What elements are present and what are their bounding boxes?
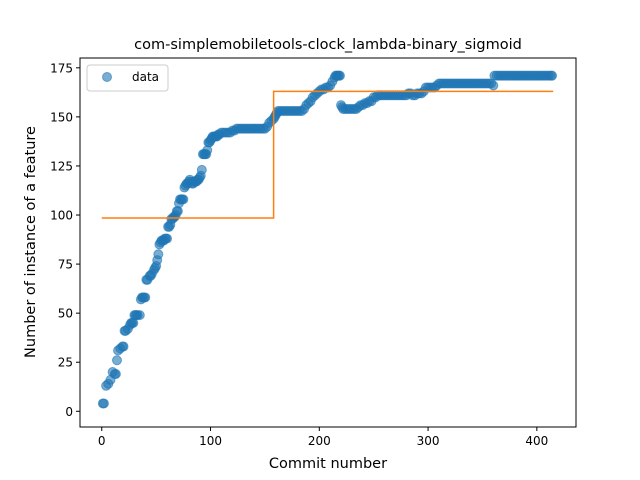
plot-area xyxy=(97,70,558,409)
data-point xyxy=(98,398,109,409)
y-tick-label: 50 xyxy=(58,307,73,321)
legend-label-data: data xyxy=(132,70,159,84)
fit-line xyxy=(101,90,554,219)
legend-marker-data xyxy=(102,72,112,82)
x-tick-label: 300 xyxy=(417,434,440,448)
y-tick-label: 0 xyxy=(65,405,73,419)
y-tick-label: 150 xyxy=(50,110,73,124)
chart-title: com-simplemobiletools-clock_lambda-binar… xyxy=(134,37,522,53)
data-point xyxy=(334,70,345,81)
x-tick-label: 100 xyxy=(199,434,222,448)
data-point xyxy=(547,70,558,81)
data-point xyxy=(134,310,145,321)
legend: data xyxy=(86,64,169,92)
x-tick-label: 400 xyxy=(525,434,548,448)
data-point xyxy=(178,194,189,205)
y-tick-label: 175 xyxy=(50,61,73,75)
y-axis: 0 25 50 75 100 125 150 175 xyxy=(50,61,80,419)
data-point xyxy=(488,80,499,91)
x-axis-label: Commit number xyxy=(269,456,387,472)
x-axis: 0 100 200 300 400 xyxy=(98,427,548,448)
y-axis-label: Number of instance of a feature xyxy=(23,126,39,358)
y-tick-label: 25 xyxy=(58,356,73,370)
data-point xyxy=(153,249,164,260)
data-point xyxy=(196,164,207,175)
data-point xyxy=(162,233,173,244)
y-tick-label: 125 xyxy=(50,159,73,173)
data-point xyxy=(118,341,129,352)
x-tick-label: 200 xyxy=(308,434,331,448)
x-tick-label: 0 xyxy=(98,434,106,448)
y-tick-label: 75 xyxy=(58,258,73,272)
data-point xyxy=(110,369,121,380)
legend-box xyxy=(86,64,169,92)
axes-frame xyxy=(79,57,577,428)
data-point xyxy=(140,292,151,303)
y-tick-label: 100 xyxy=(50,209,73,223)
data-point xyxy=(111,355,122,366)
